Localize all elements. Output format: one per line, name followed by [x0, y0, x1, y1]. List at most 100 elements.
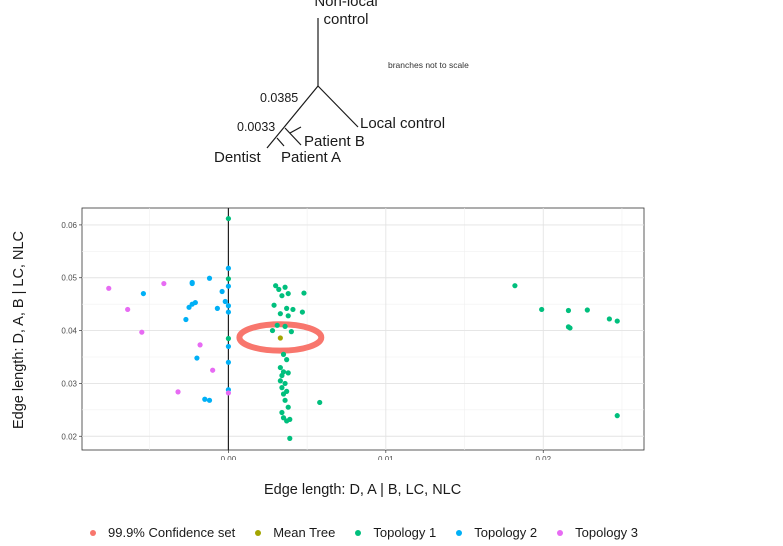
point-topology-2 — [189, 280, 195, 287]
tree-label-patient-a: Patient A — [281, 149, 342, 166]
legend-swatch-topology-2 — [456, 529, 463, 536]
legend-item-topology-3: Topology 3 — [557, 525, 638, 540]
confidence-set-ellipse — [236, 321, 325, 354]
point-topology-2 — [222, 298, 228, 305]
point-topology-3 — [125, 306, 131, 313]
point-topology-2 — [225, 303, 232, 309]
y-tick-label: 0.06 — [61, 221, 77, 230]
point-topology-1 — [614, 413, 620, 419]
tree-label-patient-b: Patient B — [304, 133, 365, 150]
point-topology-1 — [285, 313, 291, 319]
legend-item-topology-1: Topology 1 — [355, 525, 436, 540]
tree-label-local-control: Local control — [360, 115, 446, 132]
point-topology-2 — [219, 288, 225, 295]
legend-label-mean-tree: Mean Tree — [273, 525, 336, 540]
point-topology-1 — [284, 305, 290, 311]
point-topology-2 — [206, 397, 213, 403]
point-topology-2 — [225, 265, 232, 271]
point-topology-1 — [279, 385, 285, 391]
point-topology-2 — [140, 290, 146, 297]
point-topology-2 — [194, 355, 200, 361]
tree-branch-dentist — [276, 137, 285, 147]
point-topology-1 — [287, 416, 293, 422]
point-topology-2 — [225, 343, 232, 350]
y-axis-title: Edge length: D, A, B | LC, NLC — [11, 230, 27, 430]
point-topology-2 — [189, 301, 195, 307]
point-topology-1 — [282, 380, 288, 387]
scatter-plot: 0.00 0.01 0.02 0.02 0.03 0.04 0.05 0.06 — [61, 207, 645, 460]
legend-label-topology-1: Topology 1 — [373, 525, 437, 540]
legend-swatch-confidence — [90, 529, 96, 536]
point-topology-1 — [539, 306, 545, 313]
point-topology-3 — [175, 389, 181, 395]
point-mean-tree — [277, 335, 283, 341]
y-tick-label: 0.05 — [61, 274, 77, 283]
point-topology-1 — [512, 283, 518, 289]
point-topology-1 — [290, 306, 296, 313]
point-topology-1 — [285, 370, 291, 376]
legend-swatch-mean-tree — [255, 529, 262, 536]
point-topology-2 — [225, 283, 232, 289]
legend-item-confidence: 99.9% Confidence set — [90, 525, 235, 540]
point-topology-1 — [279, 293, 285, 299]
point-topology-1 — [225, 335, 232, 342]
y-tick-label: 0.03 — [61, 379, 77, 388]
point-topology-1 — [584, 307, 590, 313]
legend-label-confidence: 99.9% Confidence set — [108, 525, 236, 540]
point-topology-1 — [280, 391, 287, 397]
tree-branch-ab — [284, 127, 302, 146]
point-topology-2 — [214, 305, 220, 311]
y-tick-label: 0.04 — [61, 327, 77, 336]
point-topology-1 — [280, 351, 287, 357]
point-topology-1 — [277, 311, 283, 317]
tree-diagram — [266, 18, 359, 149]
point-topology-1 — [280, 415, 287, 421]
point-topology-2 — [186, 304, 192, 310]
point-topology-3 — [210, 367, 216, 373]
point-topology-3 — [161, 280, 167, 287]
point-topology-1 — [279, 409, 285, 416]
point-topology-1 — [606, 316, 612, 322]
point-topology-1 — [567, 325, 573, 331]
x-tick-label: 0.02 — [535, 455, 551, 460]
tree-branch-b — [289, 126, 302, 134]
legend-label-topology-2: Topology 2 — [474, 525, 538, 540]
point-topology-1 — [285, 404, 291, 410]
point-topology-1 — [282, 397, 288, 403]
point-topology-1 — [282, 323, 288, 329]
x-axis-title: Edge length: D, A | B, LC, NLC — [264, 482, 462, 498]
x-tick-label: 0.00 — [221, 455, 237, 460]
point-topology-2 — [183, 316, 189, 323]
point-topology-1 — [285, 290, 291, 297]
legend-swatch-topology-1 — [355, 529, 362, 536]
point-topology-1 — [273, 283, 279, 289]
tree-label-dentist: Dentist — [214, 149, 261, 166]
point-topology-1 — [614, 318, 620, 324]
point-topology-1 — [225, 276, 232, 282]
point-topology-3 — [197, 342, 203, 348]
tree-note: branches not to scale — [388, 60, 469, 70]
point-topology-3 — [106, 285, 112, 291]
point-topology-1 — [277, 364, 283, 371]
tree-branch-value-upper: 0.0385 — [260, 91, 299, 105]
tree-branch-value-lower: 0.0033 — [237, 120, 276, 134]
y-tick-label: 0.02 — [61, 432, 77, 441]
point-topology-2 — [225, 359, 232, 365]
tree-branch-local — [317, 85, 359, 128]
point-topology-1 — [287, 435, 293, 441]
point-topology-1 — [301, 290, 307, 296]
point-topology-3 — [225, 390, 232, 396]
point-topology-1 — [271, 302, 277, 308]
point-topology-3 — [139, 329, 145, 335]
legend-label-topology-3: Topology 3 — [575, 525, 639, 540]
legend-item-topology-2: Topology 2 — [456, 525, 537, 540]
legend-swatch-topology-3 — [557, 529, 564, 536]
point-topology-2 — [225, 309, 232, 315]
point-topology-1 — [288, 329, 294, 335]
point-topology-1 — [317, 399, 323, 406]
legend-item-mean-tree: Mean Tree — [255, 525, 335, 540]
legend: 99.9% Confidence set Mean Tree Topology … — [90, 525, 658, 540]
tree-branch-left — [266, 85, 319, 149]
point-topology-1 — [282, 284, 288, 290]
point-topology-1 — [274, 322, 280, 328]
